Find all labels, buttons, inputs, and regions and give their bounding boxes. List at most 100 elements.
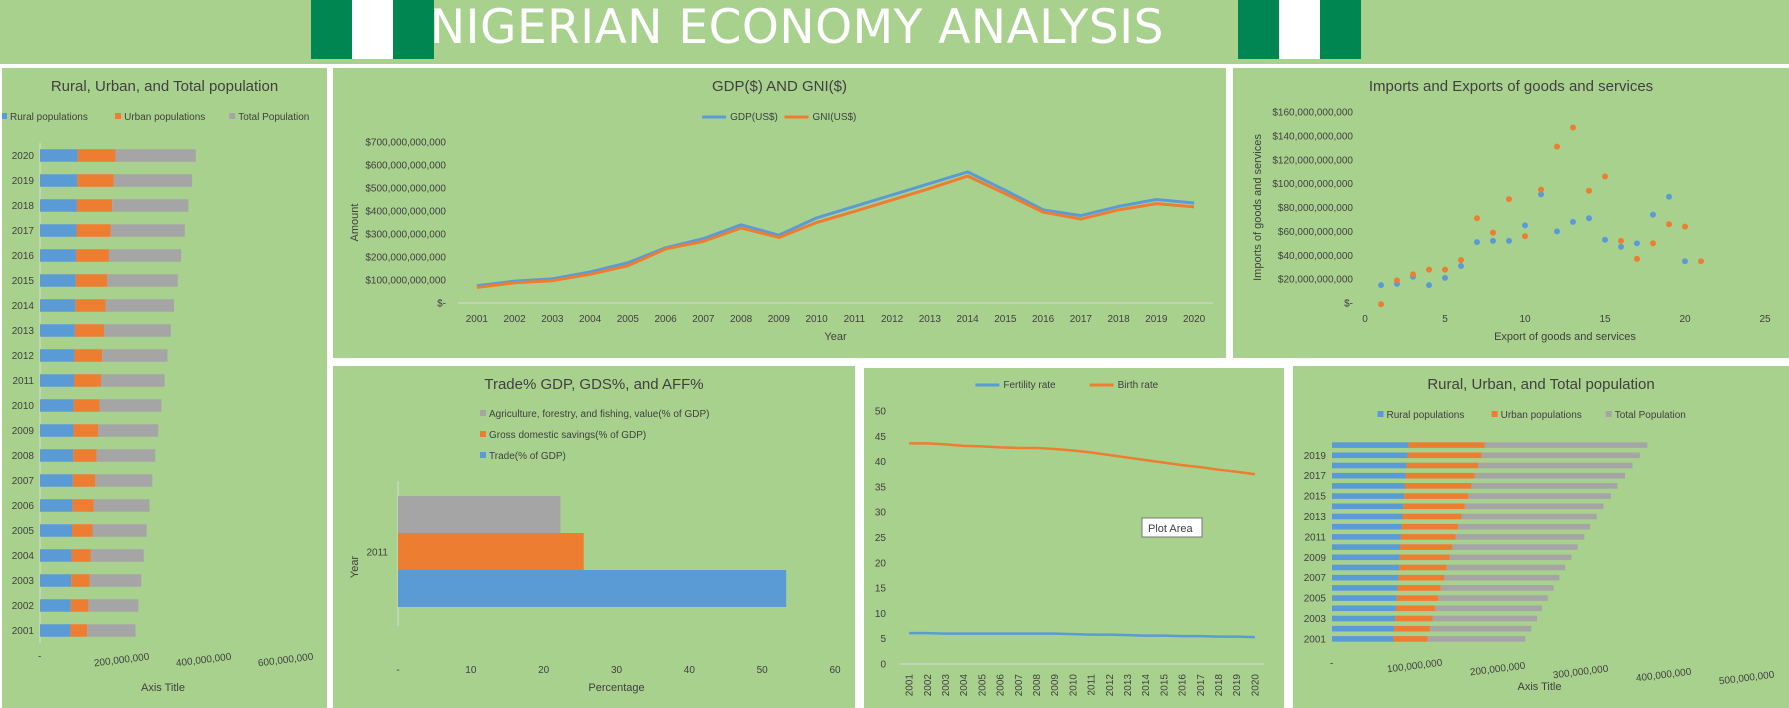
bar-rural-populations2011	[40, 374, 75, 387]
scatter-point-blue	[1426, 282, 1432, 289]
bar-segment	[1332, 493, 1405, 499]
x-tick-label: 2005	[977, 674, 988, 697]
x-tick-label: 2013	[1123, 674, 1134, 697]
scatter-point-orange	[1538, 186, 1544, 193]
y-tick-label: 35	[875, 482, 887, 493]
chart-imports-exports[interactable]: Imports and Exports of goods and service…	[1233, 68, 1789, 358]
legend-swatch	[115, 113, 122, 119]
x-tick-label: 30	[611, 665, 623, 676]
scatter-point-orange	[1410, 271, 1416, 278]
scatter-point-orange	[1666, 221, 1672, 228]
x-tick-label: 400,000,000	[175, 652, 232, 670]
chart-population-right[interactable]: Rural, Urban, and Total population Rural …	[1293, 366, 1789, 708]
x-tick-label: 2007	[692, 314, 715, 325]
bar-segment	[1394, 625, 1430, 632]
scatter-point-blue	[1378, 282, 1384, 289]
chart-svg: Fertility rate Birth rate 0 5 10 15 20 25 30 35 40…	[875, 380, 1264, 697]
scatter-point-blue	[1506, 237, 1512, 244]
legend-swatch	[480, 410, 486, 416]
x-tick-label: 2018	[1108, 314, 1131, 325]
bar-rural-populations2006	[40, 499, 73, 512]
scatter-point-blue	[1682, 258, 1688, 265]
x-axis-title: Axis Title	[1517, 681, 1561, 693]
bar-segment	[1438, 595, 1548, 601]
x-tick-label: 20	[538, 665, 550, 676]
legend-label: Total Population	[1615, 410, 1686, 421]
scatter-point-blue	[1650, 211, 1656, 218]
nigeria-flag-icon	[311, 0, 434, 59]
y-tick-label: 2004	[12, 551, 35, 562]
bar-segment	[1332, 462, 1407, 469]
y-tick-label: 2010	[12, 401, 35, 412]
legend-label: Total Population	[238, 112, 309, 123]
y-tick-label: $20,000,000,000	[1278, 275, 1354, 286]
bar-segment	[1332, 483, 1406, 489]
x-tick-label: 2003	[541, 314, 564, 325]
bar-segment	[1332, 523, 1402, 530]
y-axis-title: Year	[349, 556, 361, 579]
bar-segment	[1478, 462, 1633, 469]
legend-swatch	[2, 113, 7, 119]
bar-urban-populations2006	[72, 499, 94, 512]
y-tick-label: 30	[875, 508, 887, 519]
bar-segment	[1464, 503, 1604, 510]
bar-segment	[1449, 554, 1572, 561]
x-tick-label: 2015	[1159, 674, 1170, 697]
bar-urban-populations2011	[74, 374, 102, 387]
x-tick-label: 0	[1362, 314, 1368, 325]
bar-trade	[398, 570, 787, 607]
x-tick-label: 200,000,000	[1469, 661, 1526, 679]
bar-urban-populations2020	[77, 149, 116, 162]
x-tick-label: 15	[1599, 314, 1611, 325]
x-tick-label: 2017	[1196, 674, 1207, 697]
chart-population-left[interactable]: Rural, Urban, and Total population Rural …	[2, 68, 327, 708]
chart-fertility-birth[interactable]: Fertility rate Birth rate 0 5 10 15 20 25 30 35 40…	[864, 368, 1284, 708]
x-tick-label: -	[37, 651, 42, 662]
y-tick-label: 40	[875, 457, 887, 468]
y-tick-label: 2018	[12, 201, 35, 212]
bar-segment	[1401, 523, 1459, 530]
tooltip-label: Plot Area	[1148, 523, 1194, 535]
bar-segment	[1400, 544, 1453, 550]
y-tick-label: 2013	[12, 326, 35, 337]
chart-gdp-gni[interactable]: GDP($) AND GNI($) GDP(US$) GNI(US$) $- $100,…	[333, 68, 1226, 358]
bar-segment	[1404, 493, 1469, 499]
scatter-point-blue	[1522, 222, 1528, 229]
x-tick-label: 2004	[579, 314, 602, 325]
bar-rural-populations2016	[40, 249, 77, 262]
chart-trade-pct[interactable]: Trade% GDP, GDS%, and AFF% Agriculture, f…	[333, 366, 855, 708]
bar-total-population2011	[101, 374, 165, 387]
scatter-point-orange	[1426, 266, 1432, 273]
y-tick-label: $600,000,000,000	[365, 161, 446, 172]
plot-area-tooltip: Plot Area	[1141, 517, 1203, 538]
scatter-point-blue	[1634, 240, 1640, 247]
y-tick-label: 45	[875, 432, 887, 443]
y-tick-label: $300,000,000,000	[365, 230, 446, 241]
scatter-point-orange	[1442, 266, 1448, 273]
bar-total-population2010	[99, 399, 162, 412]
bar-urban-populations2010	[73, 399, 100, 412]
bar-segment	[1399, 564, 1447, 571]
bar-segment	[1400, 534, 1456, 540]
x-tick-label: 2016	[1032, 314, 1055, 325]
x-tick-label: 2005	[617, 314, 640, 325]
x-tick-label: 200,000,000	[93, 652, 150, 670]
y-tick-label: 2015	[1304, 492, 1327, 503]
legend-label: Rural populations	[1387, 410, 1465, 421]
bar-rural-populations2005	[40, 524, 72, 537]
bar-rural-populations2003	[40, 574, 72, 587]
bar-segment	[1434, 605, 1542, 612]
bar-rural-populations2017	[40, 224, 77, 237]
bar-urban-populations2019	[77, 174, 114, 187]
bar-segment	[1332, 442, 1409, 448]
bar-rural-populations2020	[40, 149, 78, 162]
x-tick-label: 2013	[919, 314, 942, 325]
scatter-point-blue	[1618, 243, 1624, 250]
bar-segment	[1397, 585, 1441, 591]
legend-swatch	[229, 113, 236, 119]
bar-segment	[1481, 452, 1640, 459]
bar-segment	[1474, 472, 1625, 479]
bar-total-population2001	[87, 624, 136, 637]
x-tick-label: 600,000,000	[257, 652, 314, 670]
scatter-point-orange	[1698, 258, 1704, 265]
